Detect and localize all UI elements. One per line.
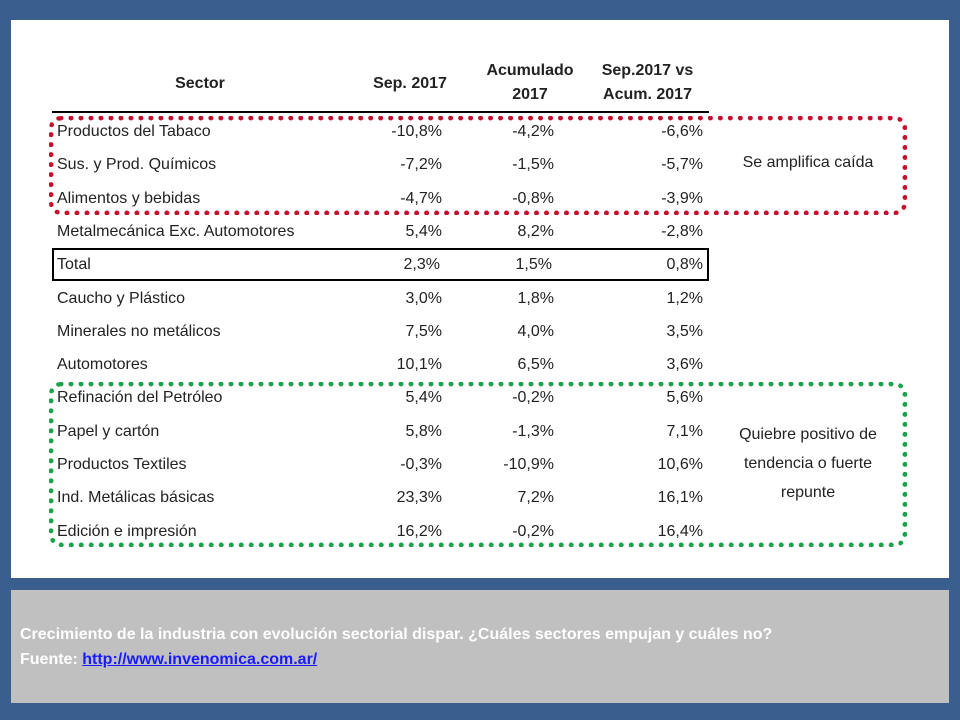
cell-acumulado-2017: -1,5% <box>512 156 554 174</box>
cell-sep-2017: 16,2% <box>396 522 442 540</box>
cell-sep-2017: -4,7% <box>400 189 442 207</box>
annotation-positive-line-3: repunte <box>780 484 836 501</box>
cell-sep-vs-acum: 16,4% <box>657 522 703 540</box>
cell-acumulado-2017: 1,8% <box>517 289 554 307</box>
cell-sep-vs-acum: -3,9% <box>661 189 703 207</box>
cell-sep-vs-acum: 10,6% <box>657 456 703 473</box>
cell-acumulado-2017: 6,5% <box>517 356 554 374</box>
cell-sep-vs-acum: 1,2% <box>666 289 703 307</box>
header-acum-line-1: Acumulado <box>486 62 574 79</box>
cell-sector: Alimentos y bebidas <box>57 189 201 207</box>
cell-sector: Minerales no metálicos <box>57 322 221 340</box>
cell-acumulado-2017: -10,9% <box>503 456 554 473</box>
cell-acumulado-2017: -0,8% <box>512 189 554 207</box>
annotation-positive-line-2: tendencia o fuerte <box>743 455 873 472</box>
cell-sep-vs-acum: 3,6% <box>666 356 703 374</box>
cell-acumulado-2017: -0,2% <box>512 522 554 540</box>
annotation-positive-line-1: Quiebre positivo de <box>739 426 877 443</box>
table-row: Papel y cartón 5,8% -1,3% 7,1% <box>52 415 709 448</box>
caption-source: Fuente: http://www.invenomica.com.ar/ <box>20 651 317 669</box>
caption-source-link[interactable]: http://www.invenomica.com.ar/ <box>82 651 318 668</box>
header-acum-line-2: 2017 <box>512 86 548 103</box>
cell-sector: Ind. Metálicas básicas <box>57 489 215 507</box>
table-row-total: Total 2,3% 1,5% 0,8% <box>52 248 709 282</box>
table-row: Productos Textiles -0,3% -10,9% 10,6% <box>52 448 709 481</box>
table-row: Alimentos y bebidas -4,7% -0,8% -3,9% <box>52 182 709 215</box>
negative-highlight-box <box>49 116 907 215</box>
table-panel <box>11 20 949 578</box>
header-acumulado-2017: Acumulado 2017 <box>470 59 590 107</box>
cell-sep-2017: 7,5% <box>405 322 442 340</box>
cell-sector: Papel y cartón <box>57 422 160 440</box>
annotation-negative-text: Se amplifica caída <box>742 154 874 171</box>
annotation-negative: Se amplifica caída <box>718 148 898 177</box>
cell-sep-2017: -7,2% <box>400 156 442 174</box>
cell-acumulado-2017: -4,2% <box>512 123 554 140</box>
cell-sep-2017: 3,0% <box>405 289 442 307</box>
cell-sector: Productos del Tabaco <box>57 123 211 140</box>
header-sector: Sector <box>135 72 265 96</box>
cell-sector: Automotores <box>57 356 148 374</box>
header-sep-2017: Sep. 2017 <box>360 72 460 96</box>
cell-sector: Caucho y Plástico <box>57 289 186 307</box>
header-sep-vs-acum: Sep.2017 vs Acum. 2017 <box>585 59 710 107</box>
cell-sep-2017: -10,8% <box>391 123 442 140</box>
table-row: Caucho y Plástico 3,0% 1,8% 1,2% <box>52 282 709 315</box>
cell-sector: Productos Textiles <box>57 456 187 473</box>
cell-sector: Metalmecánica Exc. Automotores <box>57 222 295 240</box>
table-row: Metalmecánica Exc. Automotores 5,4% 8,2% -2… <box>52 215 709 248</box>
table-row: Edición e impresión 16,2% -0,2% 16,4% <box>52 515 709 548</box>
header-sector-line: Sector <box>175 75 225 92</box>
table-row: Ind. Metálicas básicas 23,3% 7,2% 16,1% <box>52 481 709 514</box>
cell-sep-vs-acum: 0,8% <box>666 256 703 274</box>
cell-acumulado-2017: 7,2% <box>517 489 554 507</box>
table-row: Refinación del Petróleo 5,4% -0,2% 5,6% <box>52 381 709 414</box>
cell-acumulado-2017: 4,0% <box>517 322 554 340</box>
cell-acumulado-2017: 1,5% <box>515 256 552 274</box>
header-vs-line-2: Acum. 2017 <box>603 86 692 103</box>
cell-sep-2017: -0,3% <box>400 456 442 473</box>
cell-sep-vs-acum: -2,8% <box>661 222 703 240</box>
cell-sep-vs-acum: 3,5% <box>666 322 703 340</box>
caption-text: Crecimiento de la industria con evolució… <box>20 626 773 643</box>
cell-sep-vs-acum: 5,6% <box>666 389 703 407</box>
cell-sector: Edición e impresión <box>57 522 197 540</box>
positive-highlight-box <box>49 382 907 547</box>
header-sep-line: Sep. 2017 <box>373 75 447 92</box>
cell-sep-2017: 5,4% <box>405 222 442 240</box>
caption-source-label: Fuente: <box>20 651 78 668</box>
cell-sep-2017: 23,3% <box>396 489 442 507</box>
table-row: Minerales no metálicos 7,5% 4,0% 3,5% <box>52 315 709 348</box>
header-divider <box>52 111 709 113</box>
annotation-positive: Quiebre positivo de tendencia o fuerte r… <box>716 420 900 507</box>
cell-acumulado-2017: -1,3% <box>512 422 554 440</box>
table-row: Productos del Tabaco -10,8% -4,2% -6,6% <box>52 115 709 148</box>
cell-sep-vs-acum: 7,1% <box>666 422 703 440</box>
cell-sector: Sus. y Prod. Químicos <box>57 156 217 174</box>
table-row: Automotores 10,1% 6,5% 3,6% <box>52 348 709 381</box>
cell-sep-vs-acum: -5,7% <box>661 156 703 174</box>
cell-sep-vs-acum: -6,6% <box>661 123 703 140</box>
cell-sector: Refinación del Petróleo <box>57 389 223 407</box>
table-row: Sus. y Prod. Químicos -7,2% -1,5% -5,7% <box>52 148 709 181</box>
cell-sep-vs-acum: 16,1% <box>657 489 703 507</box>
caption-panel: Crecimiento de la industria con evolució… <box>11 590 949 703</box>
cell-sep-2017: 10,1% <box>396 356 442 374</box>
cell-sector: Total <box>57 256 91 274</box>
cell-acumulado-2017: -0,2% <box>512 389 554 407</box>
cell-sep-2017: 5,8% <box>405 422 442 440</box>
header-vs-line-1: Sep.2017 vs <box>601 62 694 79</box>
cell-acumulado-2017: 8,2% <box>517 222 554 240</box>
cell-sep-2017: 2,3% <box>403 256 440 274</box>
cell-sep-2017: 5,4% <box>405 389 442 407</box>
